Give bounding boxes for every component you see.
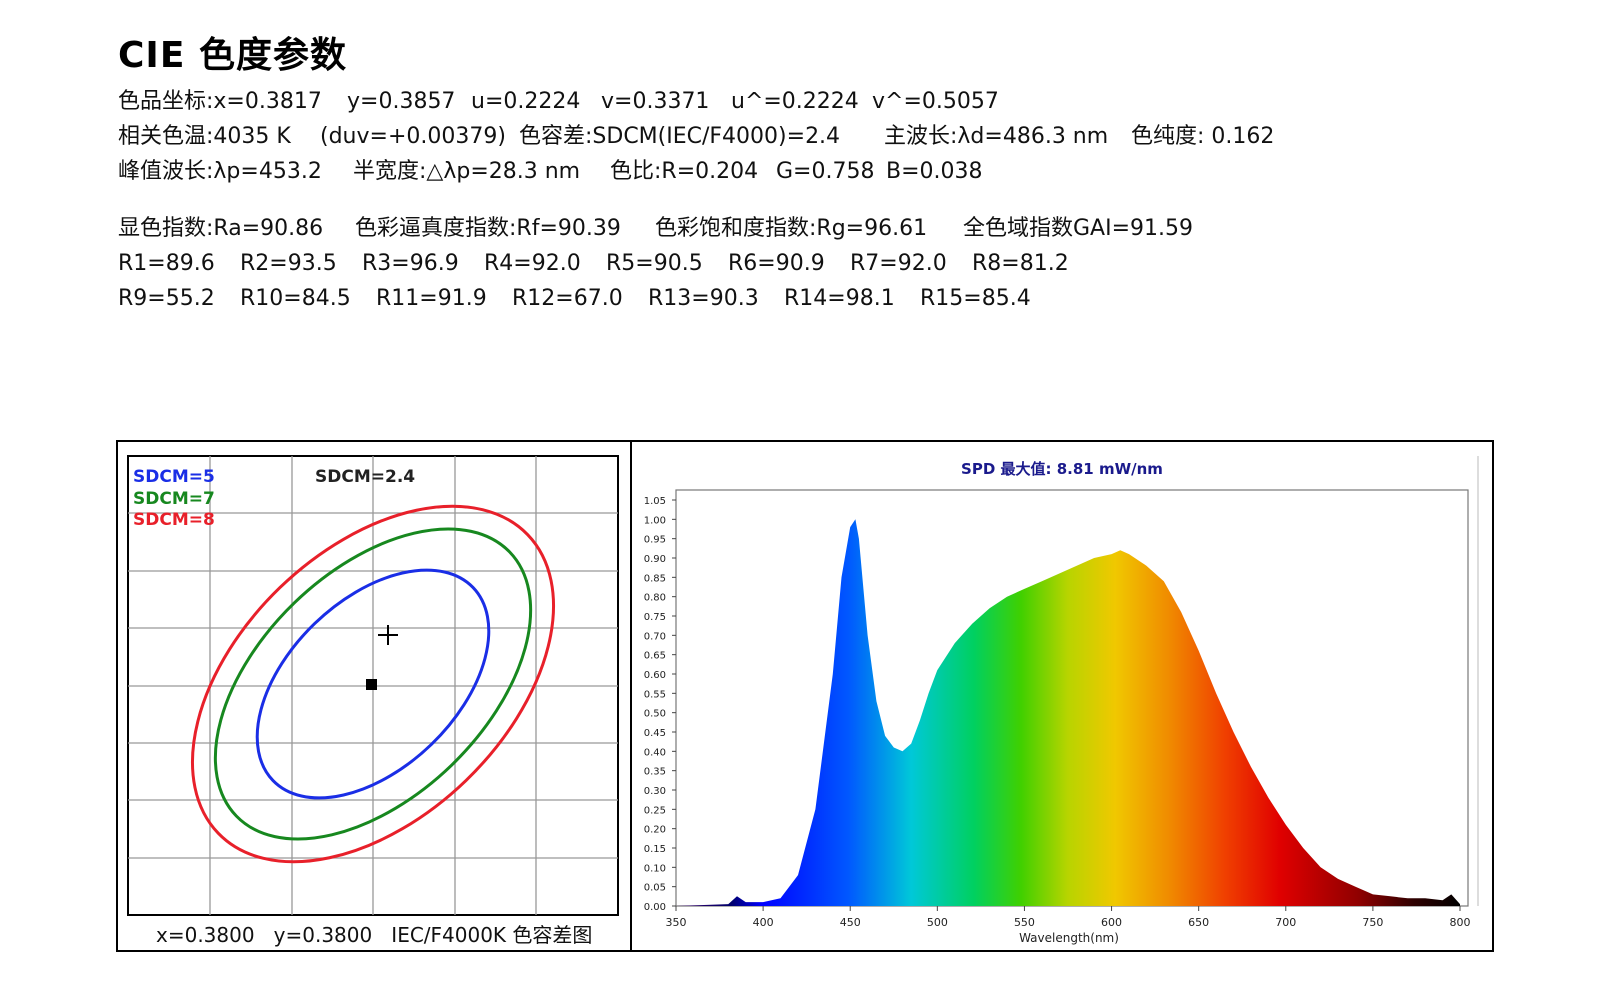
sdcm-5-ellipse bbox=[255, 568, 491, 800]
param-sdcm: 色容差:SDCM(IEC/F4000)=2.4 bbox=[519, 124, 841, 149]
spd-y-tick-label: 0.55 bbox=[644, 689, 666, 700]
chromaticity-params: 色品坐标:x=0.3817 y=0.3857 u=0.2224 v=0.3371… bbox=[118, 84, 1274, 316]
spd-y-tick-label: 1.00 bbox=[644, 515, 666, 526]
param-peak-wavelength: 峰值波长:λp=453.2 bbox=[118, 159, 322, 184]
spd-y-tick-label: 0.85 bbox=[644, 573, 666, 584]
spd-y-tick-label: 0.40 bbox=[644, 747, 666, 758]
page-title: CIE 色度参数 bbox=[118, 35, 347, 76]
spd-y-tick-label: 0.45 bbox=[644, 728, 666, 739]
sdcm-legend-5: SDCM=5 bbox=[133, 467, 215, 487]
spd-y-tick-label: 0.30 bbox=[644, 786, 666, 797]
spd-axes: 0.00 0.05 0.10 0.15 0.20 0.25 0.30 0.35 0.40 0.45… bbox=[644, 496, 1471, 929]
spd-x-tick-label: 800 bbox=[1450, 916, 1471, 929]
spd-x-tick-label: 600 bbox=[1101, 916, 1122, 929]
param-r2: R2=93.5 bbox=[240, 251, 337, 276]
measured-point-marker bbox=[378, 625, 398, 645]
spd-x-axis-label: Wavelength(nm) bbox=[1019, 931, 1119, 945]
param-row-4: 显色指数:Ra=90.86 色彩逼真度指数:Rf=90.39 色彩饱和度指数:R… bbox=[118, 211, 1274, 246]
param-rf: 色彩逼真度指数:Rf=90.39 bbox=[355, 216, 621, 241]
spd-y-tick-label: 0.65 bbox=[644, 651, 666, 662]
param-v-prime: v^=0.5057 bbox=[872, 89, 999, 114]
spd-x-tick-label: 400 bbox=[753, 916, 774, 929]
sdcm-caption: x=0.3800 y=0.3800 IEC/F4000K 色容差图 bbox=[156, 923, 592, 947]
param-r4: R4=92.0 bbox=[484, 251, 581, 276]
param-row-3: 峰值波长:λp=453.2 半宽度:△λp=28.3 nm 色比:R=0.204… bbox=[118, 154, 1274, 189]
param-r6: R6=90.9 bbox=[728, 251, 825, 276]
spd-y-tick-label: 0.75 bbox=[644, 612, 666, 623]
param-r13: R13=90.3 bbox=[648, 286, 759, 311]
param-r15: R15=85.4 bbox=[920, 286, 1031, 311]
param-purity: 色纯度: 0.162 bbox=[1131, 124, 1275, 149]
spd-y-tick-label: 0.80 bbox=[644, 593, 666, 604]
spd-x-tick-label: 650 bbox=[1188, 916, 1209, 929]
spd-y-tick-label: 0.95 bbox=[644, 535, 666, 546]
param-u: u=0.2224 bbox=[471, 89, 581, 114]
param-r5: R5=90.5 bbox=[606, 251, 703, 276]
center-point-marker bbox=[366, 679, 377, 690]
spd-y-tick-label: 0.05 bbox=[644, 883, 666, 894]
spd-x-tick-label: 500 bbox=[927, 916, 948, 929]
param-r11: R11=91.9 bbox=[376, 286, 487, 311]
param-ratio-g: G=0.758 bbox=[776, 159, 875, 184]
spd-x-tick-label: 750 bbox=[1362, 916, 1383, 929]
param-dominant-wavelength: 主波长:λd=486.3 nm bbox=[884, 124, 1109, 149]
param-r8: R8=81.2 bbox=[972, 251, 1069, 276]
param-r14: R14=98.1 bbox=[784, 286, 895, 311]
charts-frame bbox=[116, 440, 1494, 952]
spd-y-tick-label: 0.70 bbox=[644, 631, 666, 642]
spd-chart: SPD 最大值: 8.81 mW/nm 0.00 0.05 0.10 0.15 0.20… bbox=[644, 456, 1479, 945]
param-ratio-b: B=0.038 bbox=[886, 159, 983, 184]
param-half-width: 半宽度:△λp=28.3 nm bbox=[353, 159, 581, 184]
param-r3: R3=96.9 bbox=[362, 251, 459, 276]
param-xy: 色品坐标:x=0.3817 bbox=[118, 89, 322, 114]
spd-x-tick-label: 450 bbox=[840, 916, 861, 929]
spd-y-tick-label: 0.35 bbox=[644, 767, 666, 778]
sdcm-8-ellipse bbox=[190, 504, 556, 864]
param-row-1: 色品坐标:x=0.3817 y=0.3857 u=0.2224 v=0.3371… bbox=[118, 84, 1274, 119]
param-r12: R12=67.0 bbox=[512, 286, 623, 311]
sdcm-chart: SDCM=5 SDCM=7 SDCM=8 SDCM=2.4 x=0.3800 y… bbox=[127, 455, 619, 947]
spd-y-tick-label: 0.25 bbox=[644, 805, 666, 816]
spd-chart-title: SPD 最大值: 8.81 mW/nm bbox=[961, 460, 1163, 478]
param-r9: R9=55.2 bbox=[118, 286, 215, 311]
param-r1: R1=89.6 bbox=[118, 251, 215, 276]
param-y: y=0.3857 bbox=[347, 89, 456, 114]
param-gai: 全色域指数GAI=91.59 bbox=[963, 216, 1194, 241]
param-ratio-r: 色比:R=0.204 bbox=[610, 159, 759, 184]
param-ra: 显色指数:Ra=90.86 bbox=[118, 216, 324, 241]
spd-x-tick-label: 550 bbox=[1014, 916, 1035, 929]
spd-y-tick-label: 0.50 bbox=[644, 709, 666, 720]
spd-y-tick-label: 0.15 bbox=[644, 844, 666, 855]
param-u-prime: u^=0.2224 bbox=[731, 89, 859, 114]
spd-y-tick-label: 0.10 bbox=[644, 863, 666, 874]
param-r10: R10=84.5 bbox=[240, 286, 351, 311]
sdcm-7-ellipse bbox=[213, 527, 533, 841]
spd-x-tick-label: 700 bbox=[1275, 916, 1296, 929]
spd-y-tick-label: 1.05 bbox=[644, 496, 666, 507]
spd-area bbox=[676, 519, 1460, 906]
param-row-6: R9=55.2 R10=84.5 R11=91.9 R12=67.0 R13=9… bbox=[118, 281, 1274, 316]
spd-y-tick-label: 0.20 bbox=[644, 825, 666, 836]
sdcm-legend-7: SDCM=7 bbox=[133, 489, 215, 509]
sdcm-legend-8: SDCM=8 bbox=[133, 510, 215, 530]
param-cct: 相关色温:4035 K bbox=[118, 124, 291, 149]
param-rg: 色彩饱和度指数:Rg=96.61 bbox=[655, 216, 928, 241]
sdcm-chart-title: SDCM=2.4 bbox=[315, 467, 415, 487]
spd-y-tick-label: 0.00 bbox=[644, 902, 666, 913]
charts-divider bbox=[630, 440, 632, 952]
param-r7: R7=92.0 bbox=[850, 251, 947, 276]
param-row-5: R1=89.6 R2=93.5 R3=96.9 R4=92.0 R5=90.5 … bbox=[118, 246, 1274, 281]
param-duv: (duv=+0.00379) bbox=[320, 124, 506, 149]
param-row-2: 相关色温:4035 K (duv=+0.00379) 色容差:SDCM(IEC/… bbox=[118, 119, 1274, 154]
spd-y-tick-label: 0.60 bbox=[644, 670, 666, 681]
spd-y-tick-label: 0.90 bbox=[644, 554, 666, 565]
spd-x-tick-label: 350 bbox=[666, 916, 687, 929]
param-v: v=0.3371 bbox=[601, 89, 710, 114]
